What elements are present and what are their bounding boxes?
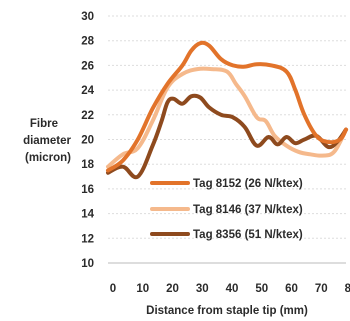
x-tick-label: 80 (345, 283, 350, 295)
series-lines (106, 40, 348, 180)
legend-label-tag-8152: Tag 8152 (26 N/ktex) (193, 178, 303, 190)
series-line-8356 (106, 93, 348, 180)
y-tick-label: 20 (81, 135, 94, 147)
tick-labels: 10 12 14 16 18 20 22 24 26 28 30 0 10 20 30 40 50 60 70 80 (81, 11, 350, 295)
y-axis-title-line-1: Fibre (30, 118, 58, 130)
x-tick-label: 40 (226, 283, 239, 295)
y-tick-label: 10 (81, 258, 94, 270)
x-tick-label: 20 (166, 283, 179, 295)
y-axis-title-line-2: diameter (23, 135, 71, 147)
y-tick-label: 14 (81, 209, 94, 221)
x-tick-label: 70 (315, 283, 328, 295)
y-tick-label: 26 (81, 60, 94, 72)
legend-label-tag-8146: Tag 8146 (37 N/ktex) (193, 204, 303, 216)
y-tick-label: 16 (81, 184, 94, 196)
y-axis-title: Fibre diameter (micron) (23, 118, 71, 164)
series-line-8152 (106, 40, 348, 173)
legend-label-tag-8356: Tag 8356 (51 N/ktex) (193, 229, 303, 241)
y-tick-label: 12 (81, 233, 94, 245)
y-tick-label: 22 (81, 110, 94, 122)
legend: Tag 8152 (26 N/ktex) Tag 8146 (37 N/ktex… (150, 178, 303, 241)
x-tick-label: 10 (136, 283, 149, 295)
y-tick-label: 18 (81, 159, 94, 171)
x-axis-title: Distance from staple tip (mm) (146, 305, 308, 317)
x-tick-label: 50 (255, 283, 268, 295)
series-line-8146 (106, 66, 348, 169)
y-tick-label: 30 (81, 11, 94, 23)
x-tick-label: 0 (110, 283, 116, 295)
y-tick-label: 28 (81, 36, 94, 48)
y-axis-title-line-3: (micron) (25, 152, 71, 164)
y-tick-label: 24 (81, 85, 94, 97)
x-tick-label: 30 (196, 283, 209, 295)
x-tick-label: 60 (285, 283, 298, 295)
